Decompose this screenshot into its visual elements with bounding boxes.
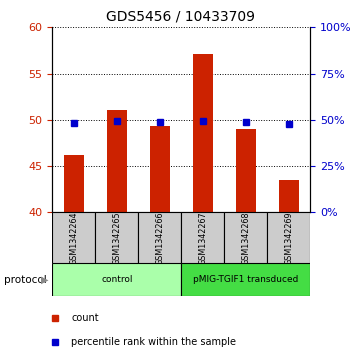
Text: count: count [71,313,99,323]
Bar [279,180,299,212]
Bar [181,212,225,263]
Text: ▶: ▶ [42,274,49,285]
Text: percentile rank within the sample: percentile rank within the sample [71,337,236,347]
Text: pMIG-TGIF1 transduced: pMIG-TGIF1 transduced [193,275,299,284]
Bar [225,212,268,263]
Bar [52,263,182,296]
Text: GSM1342264: GSM1342264 [69,211,78,265]
Text: GSM1342268: GSM1342268 [242,211,251,265]
Text: GSM1342266: GSM1342266 [155,211,164,265]
Bar [95,212,138,263]
Bar [193,54,213,212]
Text: protocol: protocol [4,274,46,285]
Bar [181,263,310,296]
Text: GSM1342265: GSM1342265 [112,211,121,265]
Bar [107,110,127,212]
Bar [64,155,83,212]
Bar [52,212,95,263]
Text: GSM1342267: GSM1342267 [199,211,208,265]
Text: GDS5456 / 10433709: GDS5456 / 10433709 [106,9,255,23]
Bar [268,212,310,263]
Text: GSM1342269: GSM1342269 [284,211,293,265]
Bar [150,126,170,212]
Bar [236,129,256,212]
Text: control: control [101,275,132,284]
Bar [138,212,181,263]
